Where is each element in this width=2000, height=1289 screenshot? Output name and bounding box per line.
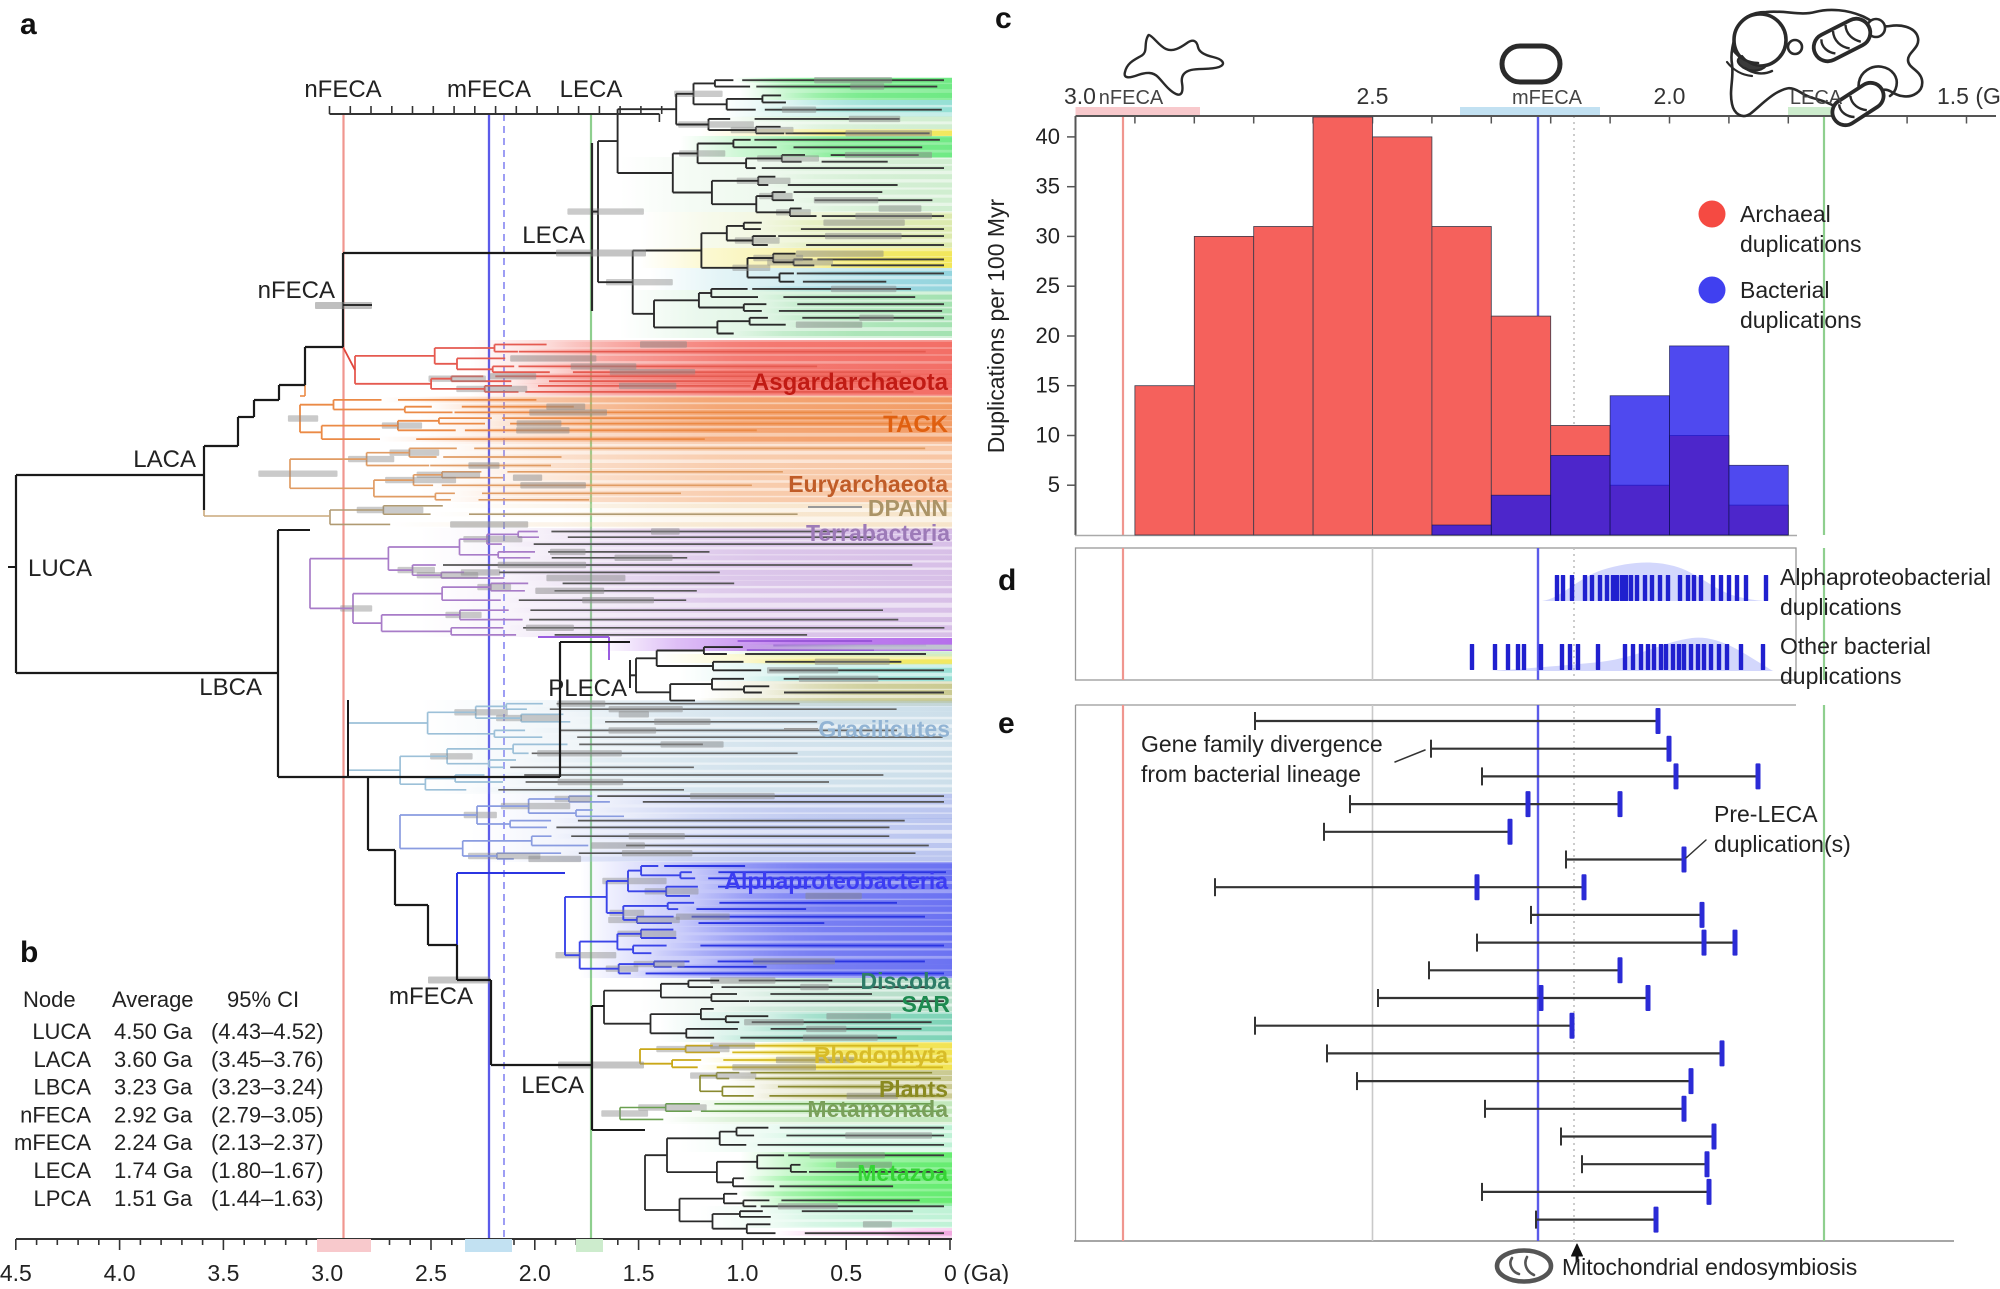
svg-text:LECA: LECA bbox=[34, 1158, 92, 1183]
svg-text:b: b bbox=[20, 936, 38, 969]
svg-text:Archaeal: Archaeal bbox=[1740, 201, 1831, 227]
svg-text:Plants: Plants bbox=[879, 1076, 948, 1102]
svg-text:30: 30 bbox=[1036, 223, 1060, 248]
svg-text:Other bacterial: Other bacterial bbox=[1780, 633, 1931, 659]
svg-text:10: 10 bbox=[1036, 423, 1060, 448]
svg-text:3.5: 3.5 bbox=[207, 1260, 239, 1284]
svg-text:LUCA: LUCA bbox=[28, 555, 92, 582]
svg-text:5: 5 bbox=[1048, 472, 1060, 497]
svg-text:2.0: 2.0 bbox=[519, 1260, 551, 1284]
svg-text:LACA: LACA bbox=[34, 1047, 92, 1072]
svg-text:LACA: LACA bbox=[133, 446, 196, 473]
svg-text:e: e bbox=[998, 707, 1015, 740]
svg-text:nFECA: nFECA bbox=[1099, 87, 1164, 109]
svg-text:(1.44–1.63): (1.44–1.63) bbox=[211, 1186, 324, 1211]
svg-text:LECA: LECA bbox=[1790, 87, 1843, 109]
svg-text:(3.23–3.24): (3.23–3.24) bbox=[211, 1075, 324, 1100]
svg-text:Discoba: Discoba bbox=[861, 968, 951, 994]
svg-text:(4.43–4.52): (4.43–4.52) bbox=[211, 1019, 324, 1044]
svg-text:a: a bbox=[20, 8, 37, 41]
svg-text:3.23 Ga: 3.23 Ga bbox=[114, 1075, 193, 1100]
svg-text:duplications: duplications bbox=[1780, 663, 1901, 689]
svg-text:4.0: 4.0 bbox=[104, 1260, 136, 1284]
svg-text:Metazoa: Metazoa bbox=[857, 1160, 948, 1186]
svg-text:mFECA: mFECA bbox=[389, 983, 473, 1010]
svg-text:0 (Ga): 0 (Ga) bbox=[944, 1260, 1009, 1284]
svg-text:2.24 Ga: 2.24 Ga bbox=[114, 1130, 193, 1155]
svg-text:1.0: 1.0 bbox=[726, 1260, 758, 1284]
svg-text:Duplications per 100 Myr: Duplications per 100 Myr bbox=[983, 198, 1009, 453]
svg-text:LBCA: LBCA bbox=[199, 674, 262, 701]
svg-text:20: 20 bbox=[1036, 323, 1060, 348]
svg-text:2.92 Ga: 2.92 Ga bbox=[114, 1102, 193, 1127]
svg-text:(3.45–3.76): (3.45–3.76) bbox=[211, 1047, 324, 1072]
svg-text:Bacterial: Bacterial bbox=[1740, 277, 1829, 303]
svg-text:Alphaproteobacterial: Alphaproteobacterial bbox=[1780, 564, 1991, 590]
svg-text:(2.79–3.05): (2.79–3.05) bbox=[211, 1102, 324, 1127]
svg-text:Average: Average bbox=[112, 987, 194, 1012]
svg-text:95% CI: 95% CI bbox=[227, 987, 299, 1012]
svg-text:PLECA: PLECA bbox=[548, 675, 627, 702]
svg-text:d: d bbox=[998, 564, 1016, 597]
svg-text:3.0: 3.0 bbox=[1064, 83, 1096, 109]
svg-text:(1.80–1.67): (1.80–1.67) bbox=[211, 1158, 324, 1183]
svg-text:1.5: 1.5 bbox=[623, 1260, 655, 1284]
svg-text:mFECA: mFECA bbox=[1512, 87, 1583, 109]
svg-text:Asgardarchaeota: Asgardarchaeota bbox=[752, 369, 949, 396]
svg-text:Terrabacteria: Terrabacteria bbox=[806, 520, 950, 546]
svg-text:1.5 (Ga): 1.5 (Ga) bbox=[1937, 83, 2000, 109]
svg-text:mFECA: mFECA bbox=[14, 1130, 91, 1155]
svg-text:Euryarchaeota: Euryarchaeota bbox=[788, 471, 948, 497]
svg-text:3.60 Ga: 3.60 Ga bbox=[114, 1047, 193, 1072]
svg-text:nFECA: nFECA bbox=[304, 76, 381, 103]
svg-text:SAR: SAR bbox=[901, 991, 950, 1017]
svg-text:Rhodophyta: Rhodophyta bbox=[814, 1042, 948, 1068]
svg-text:LECA: LECA bbox=[522, 222, 585, 249]
svg-text:40: 40 bbox=[1036, 124, 1060, 149]
svg-text:LECA: LECA bbox=[521, 1072, 584, 1099]
svg-text:0.5: 0.5 bbox=[830, 1260, 862, 1284]
svg-text:from bacterial lineage: from bacterial lineage bbox=[1141, 761, 1361, 787]
svg-text:2.0: 2.0 bbox=[1654, 83, 1686, 109]
svg-text:duplications: duplications bbox=[1740, 307, 1861, 333]
svg-text:LPCA: LPCA bbox=[34, 1186, 92, 1211]
svg-text:nFECA: nFECA bbox=[258, 277, 335, 304]
svg-text:25: 25 bbox=[1036, 273, 1060, 298]
svg-text:DPANN: DPANN bbox=[868, 495, 948, 521]
svg-text:15: 15 bbox=[1036, 373, 1060, 398]
svg-text:duplication(s): duplication(s) bbox=[1714, 831, 1851, 857]
svg-text:Gene family divergence: Gene family divergence bbox=[1141, 731, 1383, 757]
svg-text:1.51 Ga: 1.51 Ga bbox=[114, 1186, 193, 1211]
svg-text:duplications: duplications bbox=[1740, 231, 1861, 257]
svg-text:35: 35 bbox=[1036, 174, 1060, 199]
svg-text:Gracilicutes: Gracilicutes bbox=[818, 716, 950, 742]
svg-text:(2.13–2.37): (2.13–2.37) bbox=[211, 1130, 324, 1155]
svg-text:c: c bbox=[995, 2, 1012, 35]
svg-text:4.5: 4.5 bbox=[0, 1260, 32, 1284]
svg-text:TACK: TACK bbox=[883, 411, 949, 438]
svg-text:1.74 Ga: 1.74 Ga bbox=[114, 1158, 193, 1183]
svg-text:LBCA: LBCA bbox=[34, 1075, 92, 1100]
svg-text:LECA: LECA bbox=[560, 76, 623, 103]
svg-text:nFECA: nFECA bbox=[20, 1102, 91, 1127]
svg-text:4.50 Ga: 4.50 Ga bbox=[114, 1019, 193, 1044]
svg-text:Mitochondrial endosymbiosis: Mitochondrial endosymbiosis bbox=[1562, 1254, 1857, 1280]
svg-text:2.5: 2.5 bbox=[1357, 83, 1389, 109]
svg-text:LUCA: LUCA bbox=[32, 1019, 91, 1044]
svg-text:duplications: duplications bbox=[1780, 594, 1901, 620]
svg-text:Alphaproteobacteria: Alphaproteobacteria bbox=[724, 868, 948, 894]
svg-text:Pre-LECA: Pre-LECA bbox=[1714, 801, 1818, 827]
svg-text:Metamonada: Metamonada bbox=[807, 1096, 948, 1122]
svg-text:Node: Node bbox=[23, 987, 76, 1012]
svg-text:2.5: 2.5 bbox=[415, 1260, 447, 1284]
svg-text:mFECA: mFECA bbox=[447, 76, 531, 103]
svg-text:3.0: 3.0 bbox=[311, 1260, 343, 1284]
